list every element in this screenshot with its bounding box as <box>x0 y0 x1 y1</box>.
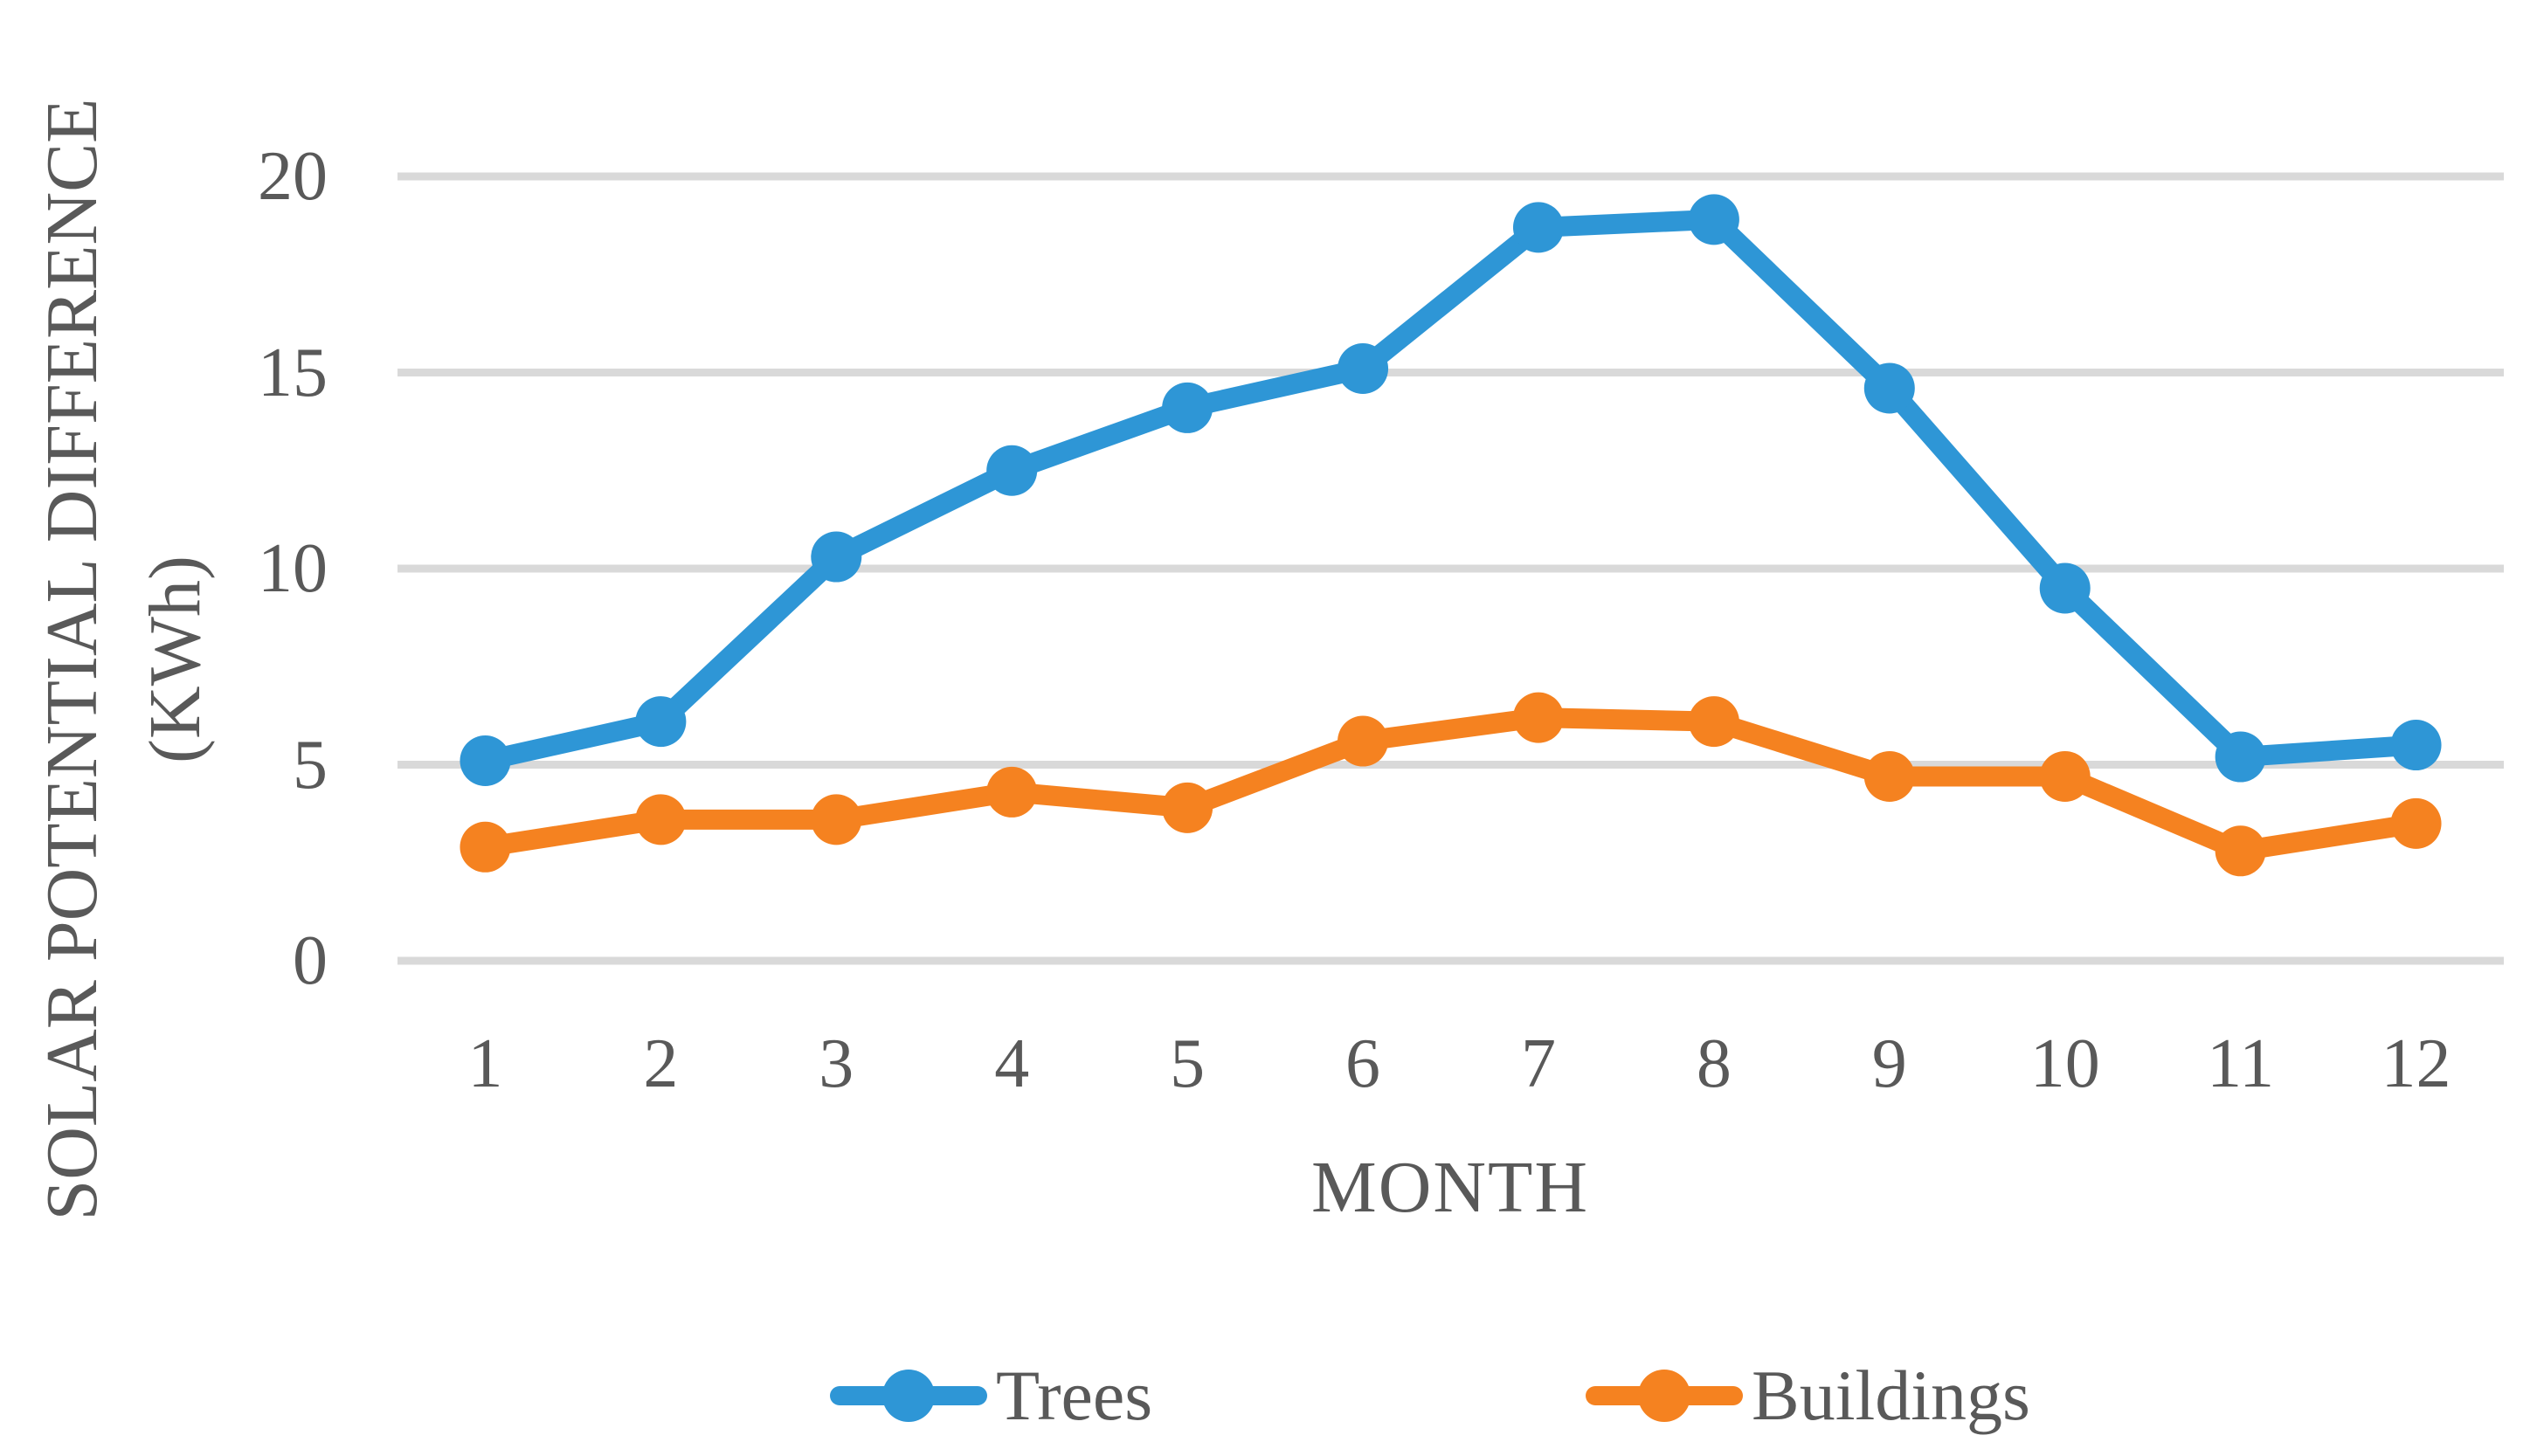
y-tick-label-15: 15 <box>258 334 328 411</box>
legend-label-buildings: Buildings <box>1752 1355 2030 1435</box>
x-tick-label-6: 6 <box>1345 1025 1381 1102</box>
buildings-data-point-11 <box>2215 825 2266 877</box>
x-tick-label-1: 1 <box>467 1025 503 1102</box>
trees-legend-dot-icon <box>882 1369 935 1422</box>
trees-data-point-5 <box>1162 382 1213 433</box>
trees-data-point-4 <box>986 445 1038 496</box>
legend-label-trees: Trees <box>996 1355 1153 1435</box>
buildings-data-point-2 <box>635 794 687 845</box>
trees-data-point-1 <box>460 735 511 787</box>
buildings-data-point-3 <box>811 794 862 845</box>
legend-item-trees: Trees <box>830 1345 1152 1446</box>
y-tick-label-5: 5 <box>293 726 328 804</box>
x-tick-label-7: 7 <box>1520 1025 1556 1102</box>
trees-legend-marker-icon <box>830 1369 987 1422</box>
trees-data-point-2 <box>635 696 687 748</box>
x-axis-title: MONTH <box>1311 1147 1589 1228</box>
legend: Trees Buildings <box>0 1345 2537 1446</box>
trees-series-line <box>474 209 2427 771</box>
x-tick-label-12: 12 <box>2381 1025 2451 1102</box>
x-tick-label-11: 11 <box>2207 1025 2275 1102</box>
legend-item-buildings: Buildings <box>1586 1345 2030 1446</box>
y-tick-label-20: 20 <box>258 138 328 215</box>
trees-data-point-10 <box>2039 562 2091 614</box>
trees-data-point-8 <box>1688 194 1739 245</box>
x-tick-label-5: 5 <box>1170 1025 1206 1102</box>
trees-data-point-12 <box>2390 720 2442 771</box>
trees-data-point-11 <box>2215 731 2266 783</box>
buildings-data-point-8 <box>1688 696 1739 748</box>
buildings-data-point-5 <box>1162 782 1213 833</box>
x-tick-label-2: 2 <box>643 1025 679 1102</box>
trees-data-point-7 <box>1512 202 1564 253</box>
trees-data-point-3 <box>811 531 862 583</box>
buildings-data-point-4 <box>986 766 1038 818</box>
buildings-data-point-12 <box>2390 797 2442 849</box>
buildings-data-point-9 <box>1863 750 1915 802</box>
x-tick-label-10: 10 <box>2029 1025 2100 1102</box>
y-tick-label-10: 10 <box>258 530 328 607</box>
buildings-data-point-7 <box>1512 692 1564 743</box>
buildings-data-point-10 <box>2039 750 2091 802</box>
trees-data-point-6 <box>1338 343 1389 395</box>
trees-data-point-9 <box>1863 362 1915 414</box>
buildings-data-point-6 <box>1338 715 1389 767</box>
y-axis-title-line1: SOLAR POTENTIAL DIFFERENCE <box>31 98 113 1221</box>
x-tick-label-4: 4 <box>994 1025 1030 1102</box>
buildings-series-line <box>474 707 2427 861</box>
buildings-data-point-1 <box>460 821 511 873</box>
x-tick-label-9: 9 <box>1871 1025 1907 1102</box>
x-tick-label-8: 8 <box>1696 1025 1732 1102</box>
buildings-legend-marker-icon <box>1586 1369 1743 1422</box>
x-tick-label-3: 3 <box>819 1025 854 1102</box>
buildings-legend-dot-icon <box>1638 1369 1690 1422</box>
y-tick-label-0: 0 <box>293 922 328 999</box>
